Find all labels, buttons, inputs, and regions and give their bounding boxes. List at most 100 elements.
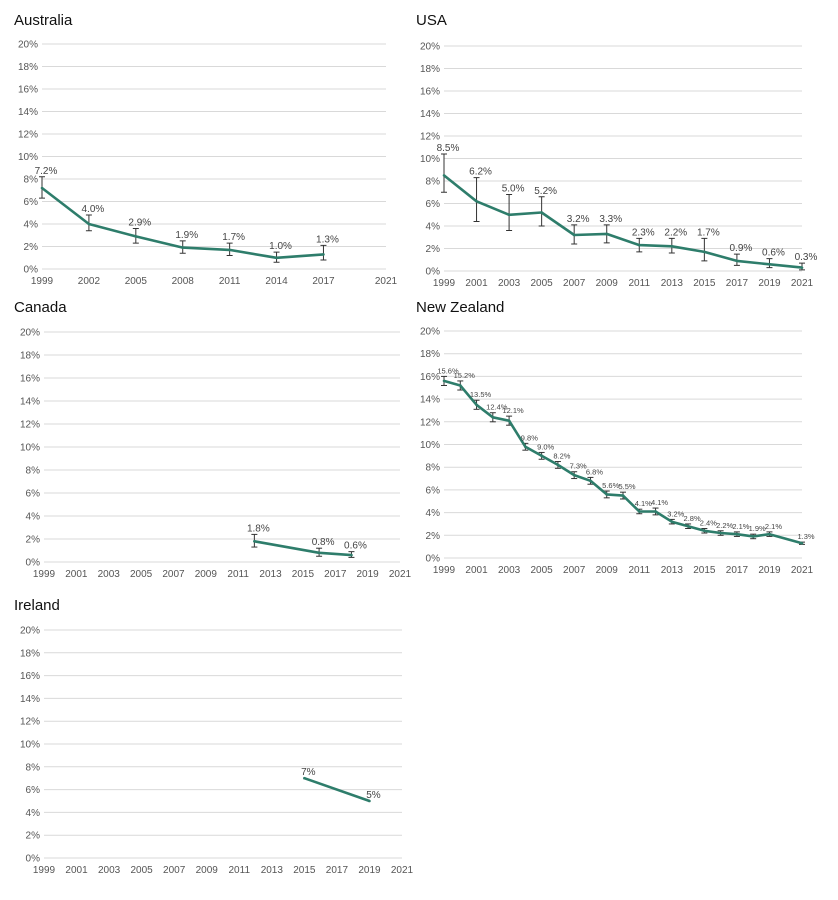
x-tick-label: 2003	[498, 278, 521, 289]
chart-title: Ireland	[14, 597, 60, 614]
data-point	[751, 535, 755, 538]
data-label: 1.9%	[175, 230, 198, 241]
x-tick-label: 2001	[465, 565, 488, 576]
data-point	[40, 186, 44, 190]
data-point	[703, 529, 706, 533]
chart-panel-new-zealand: New Zealand 0% 2% 4% 6% 8% 10% 12% 14% 16% 18% 20%…	[416, 299, 816, 584]
x-tick-label: 2001	[465, 278, 488, 289]
x-tick-label: 1999	[33, 569, 56, 580]
data-label: 7%	[301, 767, 316, 778]
data-point	[768, 532, 771, 536]
data-point	[87, 222, 91, 226]
y-tick-label: 12%	[20, 420, 40, 431]
x-tick-label: 2019	[758, 278, 781, 289]
data-label: 7.3%	[570, 462, 587, 471]
data-label: 6.2%	[469, 167, 492, 178]
y-tick-label: 14%	[20, 397, 40, 408]
data-point	[458, 384, 462, 387]
x-tick-label: 2009	[195, 569, 218, 580]
x-tick-label: 2011	[227, 569, 249, 580]
y-tick-label: 4%	[26, 808, 41, 819]
data-label: 2.2%	[664, 227, 687, 238]
y-tick-label: 0%	[26, 558, 41, 569]
y-tick-label: 14%	[20, 694, 40, 705]
series-line	[303, 776, 370, 803]
error-bar	[320, 244, 327, 261]
data-point	[491, 415, 495, 419]
data-point	[228, 248, 231, 252]
data-point	[350, 553, 353, 557]
data-point	[654, 510, 657, 513]
y-tick-label: 6%	[426, 199, 441, 210]
y-tick-label: 18%	[420, 349, 440, 360]
x-tick-label: 2003	[498, 565, 521, 576]
y-tick-label: 8%	[426, 177, 441, 188]
x-tick-label: 2021	[391, 865, 414, 876]
y-tick-label: 2%	[24, 242, 39, 253]
data-point	[800, 541, 804, 545]
x-tick-label: 2011	[629, 278, 651, 289]
data-point	[605, 493, 609, 496]
data-label: 2.9%	[128, 218, 151, 229]
y-tick-label: 12%	[420, 132, 440, 143]
series-line	[443, 379, 803, 545]
x-tick-label: 2017	[312, 276, 335, 287]
x-tick-label: 2015	[693, 278, 716, 289]
chart-panel-usa: USA 0% 2% 4% 6% 8% 10% 12% 14% 16% 18% 20% 1999 2001…	[416, 12, 818, 292]
data-label: 8.2%	[553, 452, 570, 461]
data-label: 13.5%	[470, 390, 492, 399]
x-tick-label: 2013	[261, 865, 284, 876]
data-point	[507, 213, 511, 217]
x-tick-label: 2013	[259, 569, 282, 580]
data-label: 3.2%	[667, 509, 684, 518]
x-tick-label: 2009	[596, 565, 619, 576]
y-tick-label: 4%	[426, 508, 441, 519]
x-tick-label: 2003	[98, 569, 121, 580]
x-tick-label: 2014	[265, 276, 288, 287]
chart-title: New Zealand	[416, 299, 505, 316]
y-tick-label: 0%	[426, 267, 441, 278]
data-label: 1.7%	[222, 232, 245, 243]
data-label: 0.6%	[762, 248, 785, 259]
series-line	[443, 174, 803, 269]
data-point	[800, 266, 804, 269]
line-chart: 0% 2% 4% 6% 8% 10% 12% 14% 16% 18% 20% 1999 2001 2003…	[420, 327, 815, 577]
data-label: 5%	[366, 790, 381, 801]
y-tick-label: 20%	[18, 40, 38, 51]
x-tick-label: 2017	[726, 278, 749, 289]
data-point	[572, 473, 576, 477]
y-tick-label: 16%	[420, 372, 440, 383]
data-point	[442, 174, 446, 177]
x-tick-label: 2001	[65, 865, 88, 876]
error-bar	[506, 194, 513, 231]
y-tick-label: 14%	[420, 395, 440, 406]
x-tick-label: 2005	[130, 569, 153, 580]
data-label: 0.8%	[312, 537, 335, 548]
x-tick-label: 2019	[357, 569, 380, 580]
chart-title: USA	[416, 12, 447, 29]
data-label: 3.2%	[567, 214, 590, 225]
data-label: 2.1%	[732, 522, 749, 531]
y-tick-label: 12%	[20, 717, 40, 728]
data-label: 2.3%	[632, 227, 655, 238]
data-point	[637, 243, 641, 247]
data-point	[735, 259, 739, 263]
x-tick-label: 2001	[65, 569, 88, 580]
x-tick-label: 2017	[726, 565, 749, 576]
data-point	[719, 531, 722, 535]
x-tick-label: 2003	[98, 865, 121, 876]
data-label: 3.3%	[599, 214, 622, 225]
x-tick-label: 2019	[758, 565, 781, 576]
data-point	[442, 379, 446, 383]
data-point	[621, 494, 625, 497]
x-tick-label: 2021	[791, 278, 814, 289]
data-point	[303, 776, 306, 780]
chart-title: Canada	[14, 299, 67, 316]
x-tick-label: 2009	[596, 278, 619, 289]
series-line	[254, 540, 352, 557]
data-label: 1.8%	[247, 523, 270, 534]
x-tick-label: 2015	[293, 865, 316, 876]
y-tick-label: 18%	[420, 64, 440, 75]
data-label: 7.2%	[35, 166, 58, 177]
y-tick-label: 16%	[420, 87, 440, 98]
